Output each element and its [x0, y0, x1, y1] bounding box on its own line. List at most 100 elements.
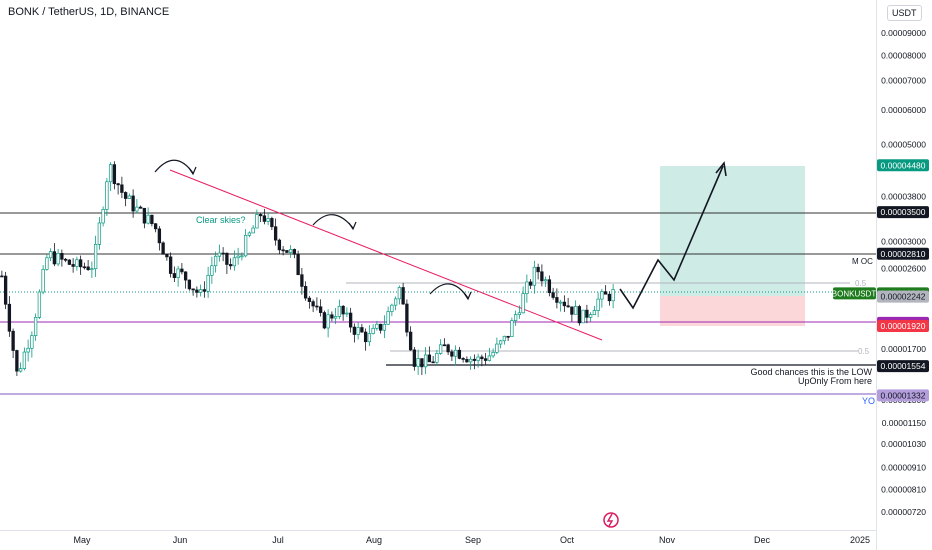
candle-body	[37, 291, 42, 318]
candle-body	[423, 354, 428, 368]
candle-body	[562, 301, 567, 307]
candle-body	[330, 314, 334, 319]
projection-path[interactable]	[619, 165, 724, 310]
candle-body	[307, 297, 312, 302]
currency-selector[interactable]: USDT	[887, 5, 922, 21]
candle-body	[281, 249, 285, 252]
candle-body	[161, 242, 165, 255]
candle-body	[75, 259, 79, 267]
y-tick-label: 0.00001700	[881, 344, 926, 354]
candle-body	[607, 293, 612, 302]
y-tick-label: 0.00007000	[881, 76, 926, 86]
price-label-box	[877, 206, 929, 219]
y-tick-label: 0.00000810	[881, 485, 926, 495]
candle-body	[22, 351, 27, 370]
trendline[interactable]	[169, 169, 603, 341]
y-tick-label: 0.00001150	[882, 418, 927, 428]
candle-body	[120, 184, 124, 193]
candle-body	[26, 347, 30, 353]
candle-body	[333, 316, 338, 319]
candle-body	[390, 304, 394, 312]
candle-body	[60, 253, 64, 260]
candle-body	[232, 257, 237, 267]
candle-body	[427, 354, 432, 363]
annotation-low-1: Good chances this is the LOW	[750, 367, 872, 377]
candle-body	[588, 314, 593, 318]
candle-body	[315, 305, 319, 308]
candle-body	[326, 314, 330, 329]
candle-body	[138, 206, 143, 209]
candle-body	[112, 164, 117, 185]
candle-body	[236, 255, 240, 259]
candle-body	[555, 297, 559, 303]
candle-body	[356, 327, 360, 335]
candle-body	[536, 266, 540, 273]
fib-label-2: 0.5	[858, 347, 870, 356]
candle-body	[153, 223, 158, 230]
candle-body	[255, 214, 259, 229]
candle-body	[187, 279, 192, 290]
candle-body	[67, 259, 72, 265]
logo-icon	[603, 512, 619, 528]
candle-body	[270, 218, 274, 228]
candle-body	[532, 266, 537, 286]
candle-body	[225, 252, 229, 265]
candle-body	[150, 214, 154, 225]
candle-body	[480, 356, 484, 360]
price-label: 0.00004480	[881, 160, 926, 170]
candle-body	[453, 349, 458, 357]
target-zone[interactable]	[660, 166, 805, 296]
candle-body	[202, 289, 207, 292]
candle-body	[596, 298, 600, 311]
candle-body	[56, 253, 60, 265]
y-tick-label: 0.00000910	[881, 463, 926, 473]
y-tick-label: 0.00009000	[881, 28, 926, 38]
candle-body	[412, 349, 417, 367]
candle-body	[461, 358, 465, 360]
candle-body	[18, 368, 23, 372]
y-axis[interactable]: 0.00009000 0.00008000 0.00007000 0.00006000…	[881, 28, 926, 517]
price-label: 0.00003500	[881, 207, 926, 217]
annotation-low-2: UpOnly From here	[798, 376, 872, 386]
candle-body	[180, 268, 184, 273]
symbol-title: BONK / TetherUS, 1D, BINANCE	[8, 6, 170, 18]
candle-body	[495, 343, 499, 353]
y-tick-label: 0.00002600	[881, 263, 926, 273]
candle-body	[570, 306, 574, 315]
candle-body	[213, 255, 218, 267]
candle-body	[375, 323, 379, 329]
x-axis[interactable]: May Jun Jul Aug Sep Oct Nov Dec 2025	[73, 535, 870, 545]
stop-zone[interactable]	[660, 296, 805, 326]
candle-body	[491, 352, 495, 357]
candle-body	[303, 286, 308, 299]
candle-body	[585, 309, 589, 318]
candle-body	[7, 303, 12, 332]
candle-body	[581, 309, 585, 324]
candle-body	[420, 358, 424, 368]
price-label-box	[877, 247, 929, 260]
candle-body	[210, 265, 214, 276]
symbol-tag: BONKUSDT	[832, 289, 877, 298]
x-tick-label: Jun	[173, 535, 188, 545]
candle-body	[0, 275, 4, 278]
candle-body	[11, 330, 15, 351]
candle-body	[352, 326, 357, 335]
fib-label-1: 0.5	[855, 279, 867, 288]
candle-body	[41, 268, 45, 293]
candle-body	[292, 249, 297, 255]
price-label: 0.00002810	[881, 249, 926, 259]
candle-body	[603, 291, 608, 295]
candle-body	[408, 331, 413, 351]
price-label: 0.00001554	[881, 361, 926, 371]
candle-body	[157, 228, 162, 244]
candle-body	[367, 333, 372, 343]
candles	[0, 161, 615, 376]
candle-body	[146, 214, 150, 224]
candle-body	[30, 335, 34, 349]
price-label-box	[877, 389, 929, 402]
candle-body	[131, 195, 135, 212]
candle-body	[176, 268, 180, 278]
candle-body	[547, 279, 552, 294]
y-tick-label: 0.00005000	[881, 139, 926, 149]
